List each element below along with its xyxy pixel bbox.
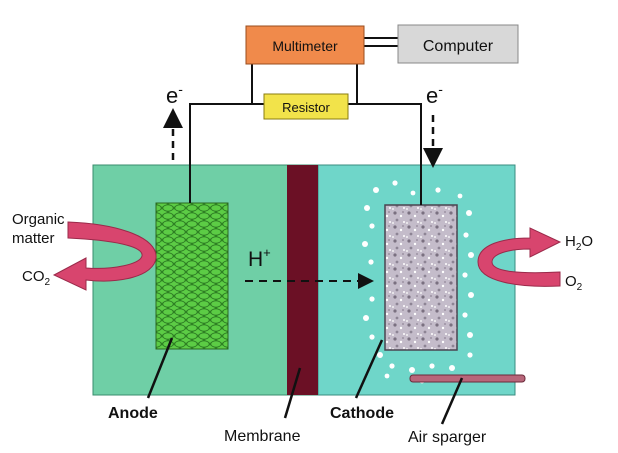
- leader-lines: [146, 337, 464, 425]
- external-circuit-wires: [189, 37, 422, 205]
- oxygen-output-arrow: [477, 227, 562, 287]
- multimeter-label: Multimeter: [272, 38, 338, 54]
- organic-label-line1: Organic: [12, 211, 65, 228]
- cathode-label: Cathode: [330, 405, 394, 422]
- multimeter-box: [245, 25, 365, 65]
- proton-label: H+: [248, 245, 271, 271]
- o2-label: O2: [565, 273, 583, 293]
- anode-label: Anode: [108, 405, 158, 422]
- computer-label: Computer: [423, 38, 494, 55]
- h2o-label: H2O: [565, 233, 593, 253]
- air-sparger: [409, 374, 526, 383]
- organic-input-arrow: [52, 221, 157, 291]
- air-sparger-label: Air sparger: [408, 429, 487, 446]
- co2-label: CO2: [22, 268, 51, 288]
- electron-label-right: e-: [426, 81, 443, 108]
- cathode-electrode: [384, 204, 458, 351]
- resistor-box: [263, 93, 349, 120]
- electron-label-left: e-: [166, 81, 183, 108]
- anode-electrode: [155, 202, 229, 350]
- membrane-label: Membrane: [224, 428, 301, 445]
- organic-label-line2: matter: [12, 230, 55, 247]
- computer-box: [397, 24, 519, 64]
- resistor-label: Resistor: [282, 100, 330, 115]
